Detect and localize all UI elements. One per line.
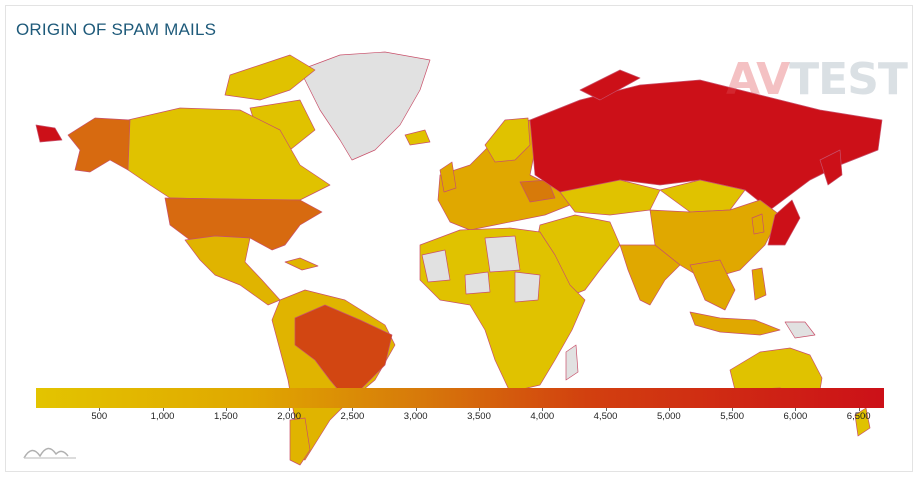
region-arctic-islands[interactable] xyxy=(224,54,316,101)
region-mongolia[interactable] xyxy=(659,179,746,213)
region-india[interactable] xyxy=(619,244,681,306)
region-kamchatka[interactable] xyxy=(819,149,843,186)
legend-tick-mark xyxy=(542,408,544,411)
logo-av-text: AV xyxy=(726,54,790,105)
legend-tick-label: 4,000 xyxy=(530,411,555,422)
legend-tick-mark xyxy=(795,408,797,411)
region-africa[interactable] xyxy=(419,227,586,393)
region-png[interactable] xyxy=(784,321,816,339)
region-russia-islands[interactable] xyxy=(579,69,641,101)
legend-tick-mark xyxy=(352,408,354,411)
region-southeast-asia[interactable] xyxy=(689,259,736,311)
legend-tick-label: 1,000 xyxy=(150,411,175,422)
region-alaska[interactable] xyxy=(67,117,131,173)
legend-tick-label: 6,000 xyxy=(783,411,808,422)
region-uk[interactable] xyxy=(439,161,457,193)
region-scandinavia[interactable] xyxy=(484,117,531,163)
legend-tick-mark xyxy=(99,408,101,411)
region-philippines[interactable] xyxy=(751,267,767,301)
legend-tick-mark xyxy=(415,408,417,411)
region-caribbean[interactable] xyxy=(284,257,319,271)
region-libya[interactable] xyxy=(484,235,521,273)
region-patagonia[interactable] xyxy=(289,417,311,466)
region-ukraine[interactable] xyxy=(519,179,556,203)
region-canada[interactable] xyxy=(127,107,331,201)
region-madagascar[interactable] xyxy=(565,344,579,381)
legend-tick-label: 3,000 xyxy=(403,411,428,422)
chart-title: ORIGIN OF SPAM MAILS xyxy=(16,20,217,39)
legend-tick-mark xyxy=(668,408,670,411)
legend-tick-label: 4,500 xyxy=(593,411,618,422)
legend-tick-label: 2,000 xyxy=(277,411,302,422)
logo-test-text: TEST xyxy=(789,54,908,105)
region-united-states[interactable] xyxy=(164,197,323,251)
region-indonesia[interactable] xyxy=(689,311,781,336)
legend-tick-label: 500 xyxy=(91,411,108,422)
legend-tick-label: 1,500 xyxy=(213,411,238,422)
color-legend-bar[interactable] xyxy=(36,388,884,408)
region-new-zealand[interactable] xyxy=(854,407,871,437)
chart-credits-icon[interactable] xyxy=(22,440,78,462)
region-sudan[interactable] xyxy=(514,271,541,303)
color-legend-ticks: 500 1,000 1,500 2,000 2,500 3,000 3,500 4,000 4,… xyxy=(36,408,884,424)
legend-tick-label: 5,500 xyxy=(720,411,744,422)
legend-tick-mark xyxy=(289,408,291,411)
legend-tick-mark xyxy=(732,408,734,411)
legend-tick-mark xyxy=(162,408,164,411)
legend-tick-mark xyxy=(225,408,227,411)
region-west-sahara[interactable] xyxy=(421,249,451,283)
region-greenland[interactable] xyxy=(299,51,431,161)
region-niger[interactable] xyxy=(464,271,491,295)
legend-tick-label: 2,500 xyxy=(340,411,365,422)
legend-tick-label: 3,500 xyxy=(467,411,491,422)
avtest-logo: AVTEST xyxy=(726,58,908,102)
legend-tick-mark xyxy=(858,408,860,411)
region-chukotka-west[interactable] xyxy=(35,124,63,143)
legend-tick-mark xyxy=(478,408,480,411)
legend-tick-label: 6,500 xyxy=(846,411,871,422)
region-japan[interactable] xyxy=(767,199,801,246)
region-korea[interactable] xyxy=(751,213,765,235)
region-iceland[interactable] xyxy=(404,129,431,146)
legend-tick-mark xyxy=(605,408,607,411)
legend-tick-label: 5,000 xyxy=(656,411,681,422)
